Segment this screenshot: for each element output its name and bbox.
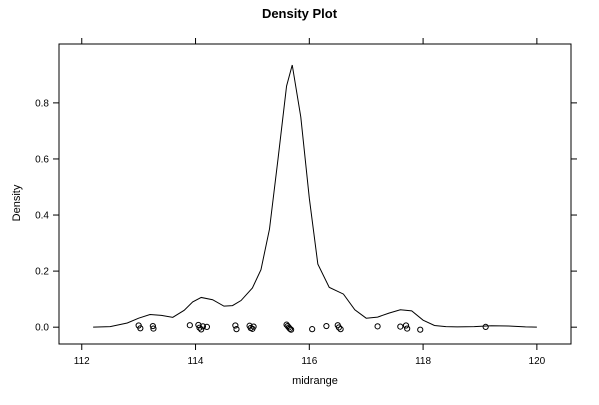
data-point (199, 323, 207, 330)
data-point (482, 323, 489, 330)
data-point (404, 325, 411, 332)
data-point (397, 323, 404, 330)
data-point (233, 326, 240, 333)
data-point (335, 324, 342, 331)
y-tick-label: 0.2 (35, 267, 49, 278)
chart-title: Density Plot (262, 6, 338, 21)
x-tick-label: 112 (74, 356, 90, 367)
data-point (186, 322, 193, 329)
data-point (323, 322, 330, 330)
data-point (286, 325, 294, 332)
x-tick-label: 120 (529, 356, 546, 367)
y-tick-label: 0.8 (35, 98, 49, 109)
data-point (417, 326, 424, 333)
density-line (93, 64, 537, 328)
data-point (150, 325, 157, 332)
data-point (149, 322, 156, 330)
data-point (198, 326, 205, 333)
data-point (232, 322, 239, 329)
data-point (374, 323, 381, 330)
data-point (250, 323, 257, 330)
y-tick-label: 0.4 (35, 211, 49, 222)
y-tick-label: 0.6 (35, 154, 49, 165)
x-axis-label: midrange (292, 375, 338, 387)
y-axis-label: Density (11, 184, 23, 221)
data-point (337, 326, 344, 333)
x-tick-label: 116 (301, 356, 317, 367)
axes-ticks: 112 114 116 118 120 0.0 0.2 0.4 0.6 0.8 (35, 38, 577, 367)
plot-frame (58, 43, 572, 345)
data-point (309, 326, 316, 333)
x-tick-label: 114 (188, 356, 204, 367)
data-point (196, 324, 203, 331)
data-point (288, 326, 295, 333)
data-point (203, 323, 211, 330)
y-tick-label: 0.0 (35, 323, 49, 334)
x-tick-label: 118 (415, 356, 431, 367)
data-marks (93, 64, 537, 333)
data-point (402, 322, 410, 329)
data-point (137, 325, 144, 332)
